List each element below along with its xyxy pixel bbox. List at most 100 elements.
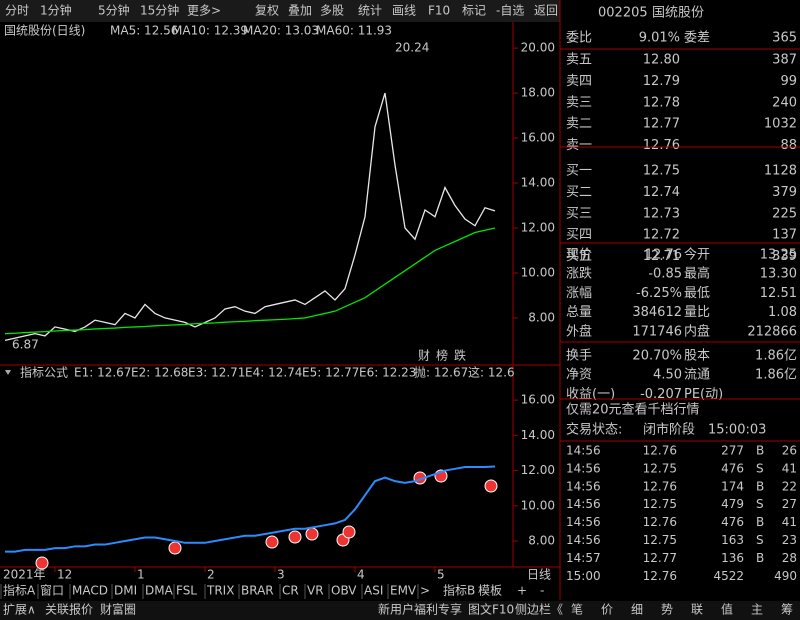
tab[interactable]: BRAR [241,584,274,598]
toolbar-button[interactable]: 多股 [320,4,344,18]
tick-side: B [756,479,764,493]
collapse-icon [5,370,11,375]
tab[interactable]: DMI [114,584,137,598]
indicator-label: E4: 12.74 [245,366,302,380]
y-tick-label: 10.00 [521,265,555,279]
bottom-button[interactable]: 图文F10 [468,602,514,617]
indicator-label: E6: 12.23 [359,366,416,380]
tab[interactable]: > [420,584,430,598]
tick-count: 26 [782,444,797,458]
tab[interactable]: - [540,584,544,598]
toolbar-button[interactable]: 15分钟 [140,3,179,18]
tick-side: B [756,551,764,565]
toolbar-button[interactable]: 画线 [392,4,416,18]
toolbar-button[interactable]: 1分钟 [40,3,72,18]
tick-time: 14:57 [566,551,601,565]
tick-count: 28 [782,551,797,565]
toolbar-button[interactable]: 统计 [358,4,382,18]
tick-price: 12.75 [643,461,677,475]
tick-time: 15:00 [566,569,601,583]
tick-count: 27 [782,497,797,511]
tick-side: S [756,533,764,547]
tab[interactable]: 指标A [3,583,36,598]
tab[interactable]: EMV [390,584,417,598]
book-price: 12.74 [643,185,680,200]
book-label: 买二 [566,185,592,200]
side-icon[interactable]: 值 [721,602,733,617]
tick-price: 12.75 [643,533,677,547]
tab[interactable]: TRIX [206,584,234,598]
toolbar-button[interactable]: 返回 [534,4,558,18]
status-label: 交易状态: [566,422,622,438]
tick-side: B [756,515,764,529]
badge[interactable]: 跌 [454,348,466,363]
x-tick-label: 2 [207,568,215,582]
bottom-button[interactable]: 扩展∧ [3,603,36,617]
tab[interactable]: CR [282,584,299,598]
y-tick-label: 16.00 [521,393,555,407]
bottom-button[interactable]: 侧边栏《 [515,602,563,617]
tab[interactable]: VR [307,584,324,598]
toolbar-bg [0,0,560,22]
side-icon[interactable]: 细 [631,603,643,617]
toolbar-button[interactable]: 更多> [187,4,221,18]
toolbar-button[interactable]: 叠加 [288,4,312,18]
side-icon[interactable]: 势 [661,603,673,617]
book-volume: 225 [772,206,797,221]
quote-label: 流通 [684,368,710,383]
tick-time: 14:56 [566,461,601,475]
tick-volume: 174 [721,479,744,493]
tick-volume: 136 [721,551,744,565]
toolbar-button[interactable]: -自选 [496,4,524,18]
quote-label: 外盘 [566,323,592,339]
tab[interactable]: DMA [145,584,174,598]
tab[interactable]: FSL [176,584,197,598]
y-tick-label: 8.00 [528,534,555,548]
quote-label: 换手 [566,349,592,364]
tab[interactable]: ASI [364,584,383,598]
indicator-label: 这: 12.6 [468,365,515,380]
indicator-label: E3: 12.71 [188,366,245,380]
indicator-label: E2: 12.68 [131,366,188,380]
label: 委比 [566,31,592,46]
book-price: 12.73 [643,206,680,221]
badge[interactable]: 榜 [436,348,448,363]
side-icon[interactable]: 笔 [571,602,583,617]
quote-value: 4.50 [653,368,682,383]
y-tick-label: 8.00 [528,310,555,324]
toolbar-button[interactable]: 标记 [462,4,486,18]
quote-label: 收益(一) [566,387,615,402]
quote-label: 最高 [684,266,710,282]
y-tick-label: 20.00 [521,41,555,55]
toolbar-button[interactable]: 分时 [5,4,29,18]
toolbar-button[interactable]: 复权 [255,4,279,18]
chart-title: 指标公式 [20,365,68,380]
x-tick-label: 5 [437,568,445,582]
badge[interactable]: 财 [418,349,430,363]
side-icon[interactable]: 主 [751,603,763,617]
tab[interactable]: + [517,584,527,598]
value: 365 [772,31,797,46]
book-volume: 1128 [764,164,797,179]
book-label: 卖二 [566,117,592,132]
side-icon[interactable]: 价 [601,603,613,617]
side-icon[interactable]: 联 [691,603,703,617]
bottom-button[interactable]: 新用户福利专享 [378,602,462,617]
indicator-label: E1: 12.67 [74,366,131,380]
side-icon[interactable]: 筹 [781,603,793,617]
bottom-button[interactable]: 关联报价 [45,602,93,617]
tab[interactable]: OBV [331,584,357,598]
tab[interactable]: MACD [72,584,108,598]
bottom-button[interactable]: 财富圈 [100,602,136,617]
tab[interactable]: 窗口 [40,584,64,598]
tab[interactable]: 指标B [443,583,475,598]
book-volume: 387 [772,53,797,68]
quote-label: 股本 [684,349,710,364]
toolbar-button[interactable]: F10 [428,4,450,18]
promo[interactable]: 仅需20元查看千档行情 [566,402,700,418]
toolbar-button[interactable]: 5分钟 [98,3,130,18]
book-label: 卖三 [566,95,592,110]
tick-price: 12.75 [643,497,677,511]
tab[interactable]: 模板 [478,584,502,598]
